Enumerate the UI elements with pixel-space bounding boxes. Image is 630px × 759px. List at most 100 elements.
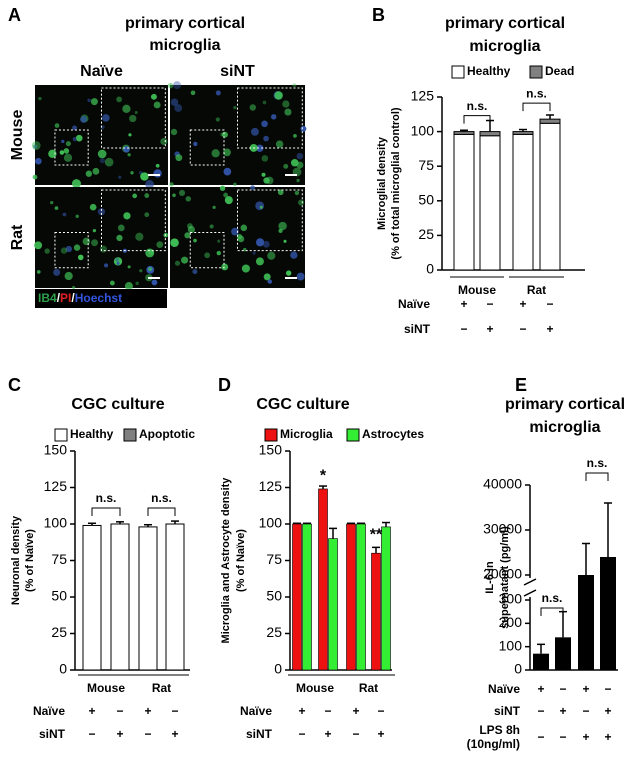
- cell: [33, 144, 38, 149]
- condition-label: LPS 8h: [479, 723, 520, 737]
- cell: [44, 248, 50, 254]
- condition-label: (10ng/ml): [467, 737, 520, 751]
- condition-value: −: [537, 704, 544, 718]
- bar: [381, 526, 391, 671]
- cell: [204, 252, 211, 259]
- cell: [32, 174, 38, 180]
- cell: [277, 189, 284, 196]
- cell: [75, 214, 79, 219]
- chart-title: microglia: [529, 419, 600, 436]
- cell: [169, 182, 174, 187]
- cell: [135, 232, 144, 241]
- significance: n.s.: [526, 86, 547, 100]
- cell: [132, 193, 138, 199]
- cell: [249, 104, 257, 111]
- bar-segment: [512, 133, 534, 271]
- cell: [80, 115, 88, 123]
- condition-value: +: [377, 727, 384, 741]
- cell: [63, 148, 70, 154]
- cell: [209, 224, 214, 229]
- condition-value: +: [486, 322, 493, 336]
- y-tick-label: 50: [51, 588, 67, 604]
- cell: [256, 144, 264, 152]
- y-axis-label: (% of Naïve): [235, 529, 247, 592]
- cell: [64, 271, 73, 281]
- cell: [89, 203, 97, 211]
- bar: [533, 653, 549, 670]
- cell: [293, 134, 297, 138]
- cell: [92, 167, 100, 175]
- condition-value: −: [171, 704, 178, 718]
- cell: [219, 185, 226, 191]
- cell: [261, 155, 269, 162]
- cell: [116, 261, 120, 265]
- bracket: [147, 507, 176, 516]
- cell: [104, 263, 109, 268]
- axis-break: [523, 578, 537, 586]
- cell: [170, 238, 179, 247]
- cell: [91, 239, 99, 247]
- cell: [174, 260, 181, 266]
- legend-label: Microglia: [280, 427, 333, 441]
- cell: [97, 208, 106, 216]
- column-label: Naïve: [80, 63, 123, 80]
- cell: [145, 248, 155, 258]
- cell: [193, 141, 198, 147]
- cell: [151, 279, 158, 286]
- significance: n.s.: [467, 99, 488, 113]
- stain-part: /: [71, 291, 75, 305]
- panel-label: E: [515, 375, 527, 395]
- cell: [172, 193, 176, 198]
- axis-break: [523, 589, 537, 597]
- cell: [139, 269, 143, 273]
- cell: [263, 135, 269, 142]
- cell: [65, 245, 73, 253]
- legend-label: Healthy: [467, 64, 511, 78]
- condition-value: −: [537, 730, 544, 744]
- cell: [140, 172, 149, 181]
- condition-value: +: [546, 322, 553, 336]
- cell: [215, 117, 220, 122]
- y-tick-label: 100: [499, 637, 523, 653]
- cell: [87, 98, 91, 103]
- y-axis-label: IL-6 in: [484, 561, 496, 594]
- cell: [173, 81, 182, 90]
- cell: [129, 114, 137, 123]
- cell: [193, 238, 197, 243]
- cell: [267, 251, 276, 260]
- cell: [296, 161, 304, 169]
- bar-segment: [453, 133, 475, 271]
- cell: [145, 179, 154, 189]
- cell: [77, 254, 84, 261]
- bracket: [522, 102, 551, 112]
- cell: [123, 146, 130, 153]
- condition-value: −: [460, 322, 467, 336]
- condition-label: Naïve: [488, 682, 520, 696]
- cell: [127, 265, 131, 269]
- cell: [233, 106, 237, 110]
- cell: [99, 158, 105, 164]
- chart-title: CGC culture: [256, 396, 349, 413]
- cell: [270, 114, 277, 120]
- stain-label: IB4/PI/Hoechst: [38, 291, 122, 305]
- y-axis-label: (% of Naïve): [24, 529, 36, 592]
- cell: [212, 205, 216, 209]
- cell: [34, 241, 43, 250]
- cell: [109, 280, 115, 286]
- cell: [123, 212, 131, 220]
- group-label: Mouse: [296, 681, 334, 695]
- condition-value: +: [144, 704, 151, 718]
- cell: [282, 100, 290, 108]
- cell: [48, 149, 57, 158]
- cell: [252, 251, 256, 255]
- cell: [130, 171, 134, 175]
- y-tick-label: 300: [499, 591, 523, 607]
- cell: [223, 167, 232, 176]
- y-tick-label: 100: [44, 515, 68, 531]
- bracket: [540, 607, 564, 616]
- cell: [85, 170, 93, 177]
- cell: [144, 193, 150, 199]
- significance: n.s.: [542, 591, 563, 605]
- y-tick-label: 125: [44, 478, 68, 494]
- cell: [72, 125, 77, 131]
